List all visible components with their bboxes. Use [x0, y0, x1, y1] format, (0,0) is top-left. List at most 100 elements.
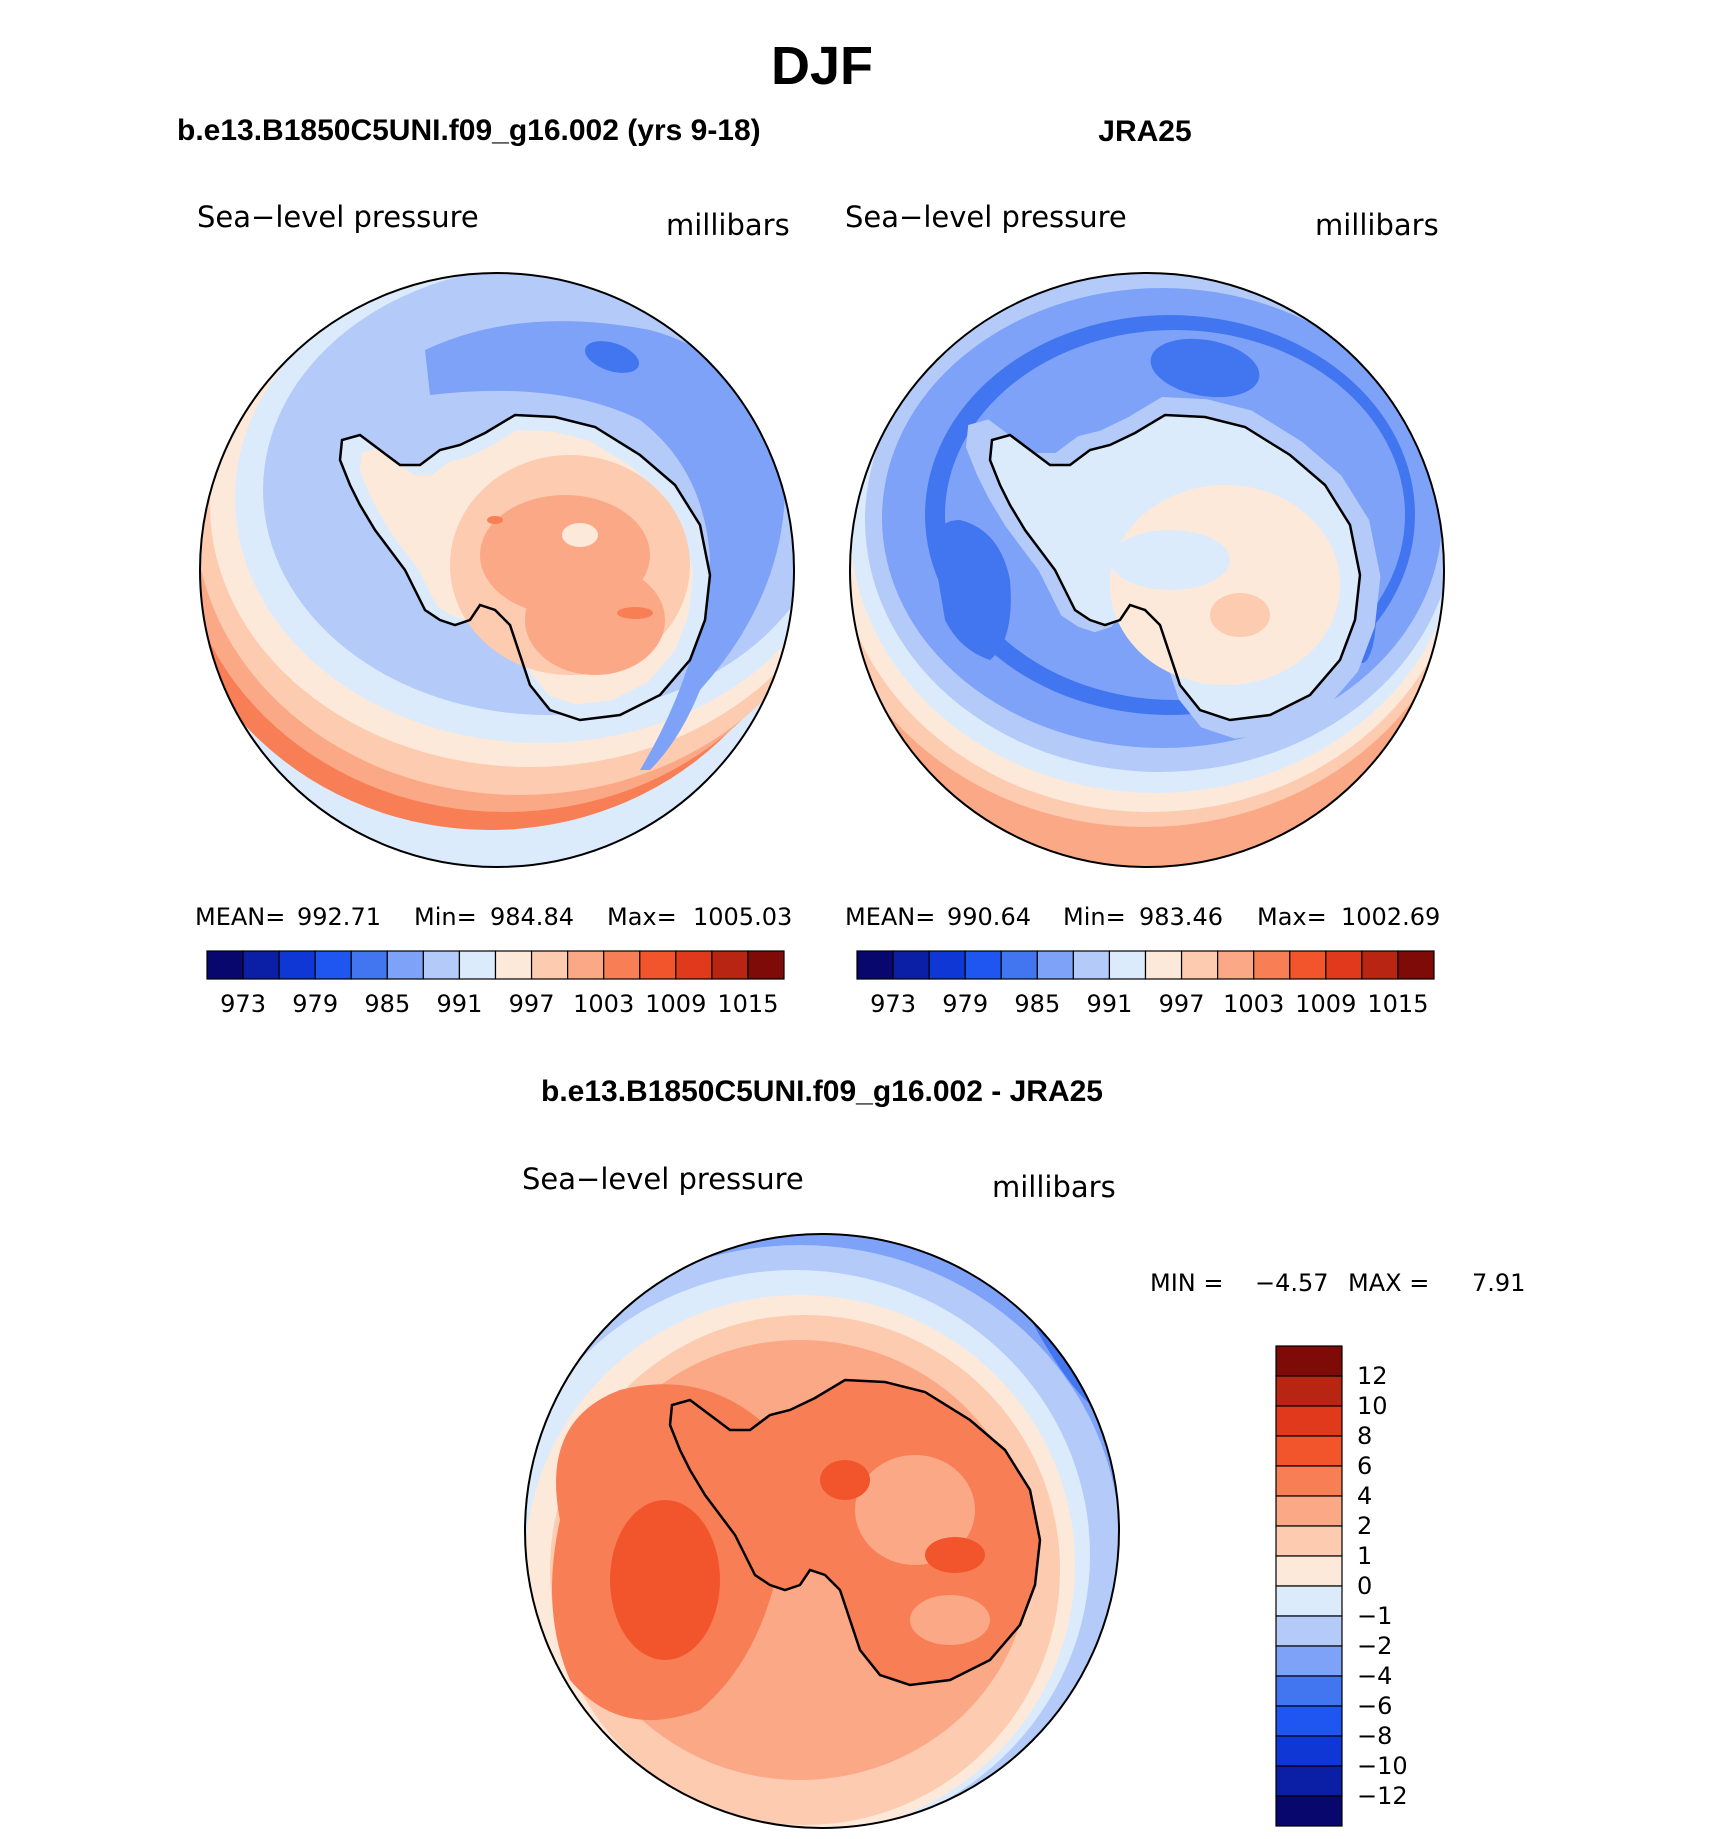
panel-diff-colorbar-swatch [1275, 1435, 1343, 1467]
panel-obs-colorbar-tick-label: 1009 [1295, 990, 1356, 1018]
svg-text:MEAN= 992.71 Min=: MEAN= 992.71 Min= 984.84 Max= 1005.03 [195, 903, 792, 931]
panel-diff-colorbar-swatch [1275, 1705, 1343, 1737]
panel-model-colorbar-tick-label: 1003 [573, 990, 634, 1018]
panel-obs-colorbar-tick-label: 1003 [1223, 990, 1284, 1018]
panel-obs-colorbar: 973 979 985 991 997 1003 1009 1015 [856, 950, 1435, 1018]
panel-model-colorbar-swatch [386, 950, 424, 980]
panel-diff-colorbar-tick-label: −4 [1357, 1662, 1392, 1690]
panel-model-colorbar-swatch [675, 950, 713, 980]
panel-model-max-label: Max= [607, 903, 677, 931]
panel-diff-colorbar-tick-label: −2 [1357, 1632, 1392, 1660]
panel-diff: b.e13.B1850C5UNI.f09_g16.002 - JRA25 Sea… [522, 1075, 1525, 1829]
panel-obs-mean-label: MEAN= [845, 903, 935, 931]
panel-diff-min-value: −4.57 [1255, 1269, 1329, 1297]
panel-model-map [200, 273, 794, 867]
panel-diff-colorbar-swatch [1275, 1555, 1343, 1587]
panel-model-min-value: 984.84 [490, 903, 574, 931]
panel-model-header: b.e13.B1850C5UNI.f09_g16.002 (yrs 9-18) [177, 114, 761, 147]
panel-obs-colorbar-swatch [964, 950, 1002, 980]
panel-obs-colorbar-tick-label: 991 [1087, 990, 1133, 1018]
panel-model-colorbar: 973 979 985 991 997 1003 1009 1015 [206, 950, 785, 1018]
panel-model-variable: Sea−level pressure [197, 200, 479, 234]
panel-obs-colorbar-swatch [892, 950, 930, 980]
panel-diff-colorbar-tick-label: −10 [1357, 1752, 1408, 1780]
panel-diff-variable: Sea−level pressure [522, 1162, 804, 1196]
panel-diff-colorbar-tick-label: 8 [1357, 1422, 1372, 1450]
panel-obs-colorbar-tick-label: 979 [942, 990, 988, 1018]
panel-diff-max-label: MAX = [1348, 1269, 1429, 1297]
panel-obs-colorbar-swatch [1289, 950, 1327, 980]
panel-model-colorbar-swatch [314, 950, 352, 980]
panel-model-colorbar-swatch [242, 950, 280, 980]
panel-model-colorbar-swatch [639, 950, 677, 980]
panel-model: b.e13.B1850C5UNI.f09_g16.002 (yrs 9-18) … [177, 114, 795, 1018]
panel-diff-colorbar-swatch [1275, 1495, 1343, 1527]
panel-model-units: millibars [666, 208, 790, 242]
svg-text:MIN = −4.57 MAX =: MIN = −4.57 MAX = 7.91 [1150, 1269, 1525, 1297]
panel-obs-colorbar-swatch [1000, 950, 1038, 980]
panel-obs-colorbar-swatch [1361, 950, 1399, 980]
panel-diff-max-value: 7.91 [1472, 1269, 1525, 1297]
panel-diff-colorbar-swatch [1275, 1525, 1343, 1557]
panel-diff-colorbar-swatch [1275, 1615, 1343, 1647]
panel-obs-colorbar-swatch [1072, 950, 1111, 980]
svg-text:MEAN= 990.64 Min=: MEAN= 990.64 Min= 983.46 Max= 1002.69 [845, 903, 1440, 931]
panel-model-colorbar-tick-label: 973 [220, 990, 266, 1018]
panel-diff-colorbar-swatch [1275, 1405, 1343, 1437]
panel-obs-colorbar-tick-label: 1015 [1367, 990, 1428, 1018]
panel-model-mean-label: MEAN= [195, 903, 285, 931]
panel-model-colorbar-tick-label: 1009 [645, 990, 706, 1018]
panel-obs-colorbar-swatch [928, 950, 966, 980]
panel-model-max-value: 1005.03 [693, 903, 792, 931]
panel-model-colorbar-swatch [711, 950, 749, 980]
panel-diff-colorbar-tick-label: 2 [1357, 1512, 1372, 1540]
panel-diff-units: millibars [992, 1170, 1116, 1204]
panel-diff-colorbar-swatch [1275, 1465, 1343, 1497]
panel-obs-colorbar-tick-label: 985 [1014, 990, 1060, 1018]
panel-model-colorbar-swatch [494, 950, 533, 980]
panel-diff-colorbar-tick-label: −6 [1357, 1692, 1392, 1720]
panel-obs-colorbar-swatch [1253, 950, 1291, 980]
panel-diff-colorbar-tick-label: 12 [1357, 1362, 1388, 1390]
panel-obs-mean-value: 990.64 [947, 903, 1031, 931]
panel-obs: JRA25 Sea−level pressure millibars [845, 115, 1445, 1018]
panel-diff-colorbar-swatch [1275, 1645, 1343, 1677]
panel-obs-colorbar-swatch [1217, 950, 1255, 980]
panel-model-colorbar-tick-label: 997 [509, 990, 555, 1018]
panel-diff-colorbar-tick-label: −1 [1357, 1602, 1392, 1630]
panel-obs-colorbar-swatch [1397, 950, 1435, 980]
panel-model-colorbar-swatch [530, 950, 569, 980]
panel-model-colorbar-tick-label: 979 [292, 990, 338, 1018]
panel-diff-colorbar-tick-label: −8 [1357, 1722, 1392, 1750]
panel-diff-colorbar-tick-label: 4 [1357, 1482, 1372, 1510]
panel-obs-colorbar-tick-label: 997 [1159, 990, 1205, 1018]
panel-obs-min-label: Min= [1063, 903, 1126, 931]
panel-obs-max-label: Max= [1257, 903, 1327, 931]
panel-obs-units: millibars [1315, 208, 1439, 242]
panel-diff-colorbar-swatch [1275, 1765, 1343, 1797]
panel-model-colorbar-tick-label: 1015 [717, 990, 778, 1018]
panel-model-colorbar-swatch [422, 950, 461, 980]
panel-obs-max-value: 1002.69 [1341, 903, 1440, 931]
panel-diff-colorbar-swatch [1275, 1675, 1343, 1707]
panel-diff-colorbar-swatch [1275, 1795, 1343, 1827]
panel-diff-header: b.e13.B1850C5UNI.f09_g16.002 - JRA25 [541, 1075, 1103, 1108]
panel-obs-map [850, 273, 1444, 867]
panel-diff-colorbar-tick-label: 0 [1357, 1572, 1372, 1600]
panel-model-min-label: Min= [414, 903, 477, 931]
panel-obs-colorbar-swatch [1180, 950, 1219, 980]
panel-model-mean-value: 992.71 [297, 903, 381, 931]
panel-obs-variable: Sea−level pressure [845, 200, 1127, 234]
panel-diff-colorbar-swatch [1275, 1345, 1343, 1377]
panel-model-colorbar-swatch [278, 950, 316, 980]
main-title: DJF [771, 36, 873, 96]
panel-model-colorbar-tick-label: 985 [364, 990, 410, 1018]
panel-model-colorbar-swatch [567, 950, 605, 980]
panel-diff-map [525, 1234, 1119, 1828]
panel-diff-min-label: MIN = [1150, 1269, 1223, 1297]
panel-model-colorbar-swatch [458, 950, 497, 980]
panel-diff-colorbar-tick-label: 10 [1357, 1392, 1388, 1420]
panel-diff-colorbar-swatch [1275, 1585, 1343, 1617]
panel-diff-colorbar-swatch [1275, 1375, 1343, 1407]
